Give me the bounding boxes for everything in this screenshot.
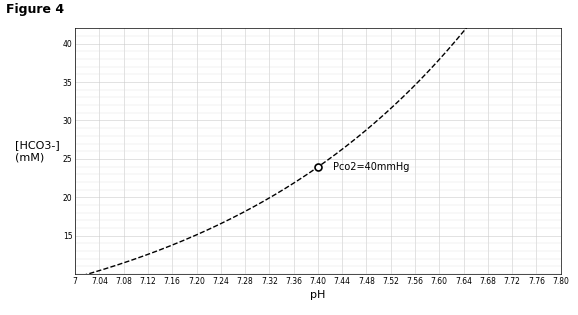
Text: Pco2=40mmHg: Pco2=40mmHg [333, 162, 409, 172]
X-axis label: pH: pH [310, 290, 325, 300]
Text: Figure 4: Figure 4 [6, 3, 64, 16]
Y-axis label: [HCO3-]
(mM): [HCO3-] (mM) [15, 140, 60, 162]
